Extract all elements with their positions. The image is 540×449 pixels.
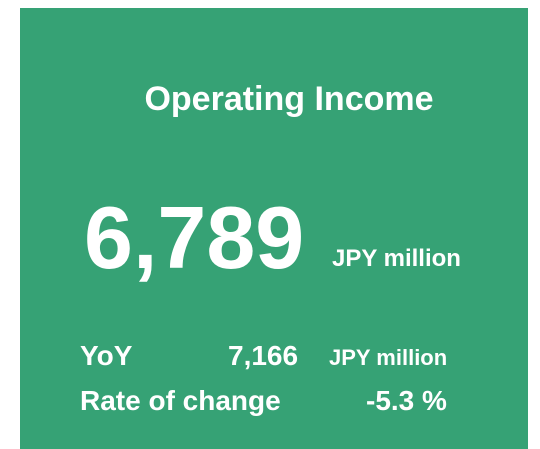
yoy-unit: JPY million: [329, 345, 447, 370]
card-background: [20, 8, 528, 449]
yoy-label: YoY: [80, 340, 133, 371]
main-unit: JPY million: [332, 245, 461, 272]
main-value: 6,789: [84, 188, 304, 287]
card-title: Operating Income: [144, 80, 433, 118]
rate-label: Rate of change: [80, 385, 281, 416]
yoy-value: 7,166: [228, 340, 298, 371]
rate-value: -5.3 %: [366, 385, 447, 416]
